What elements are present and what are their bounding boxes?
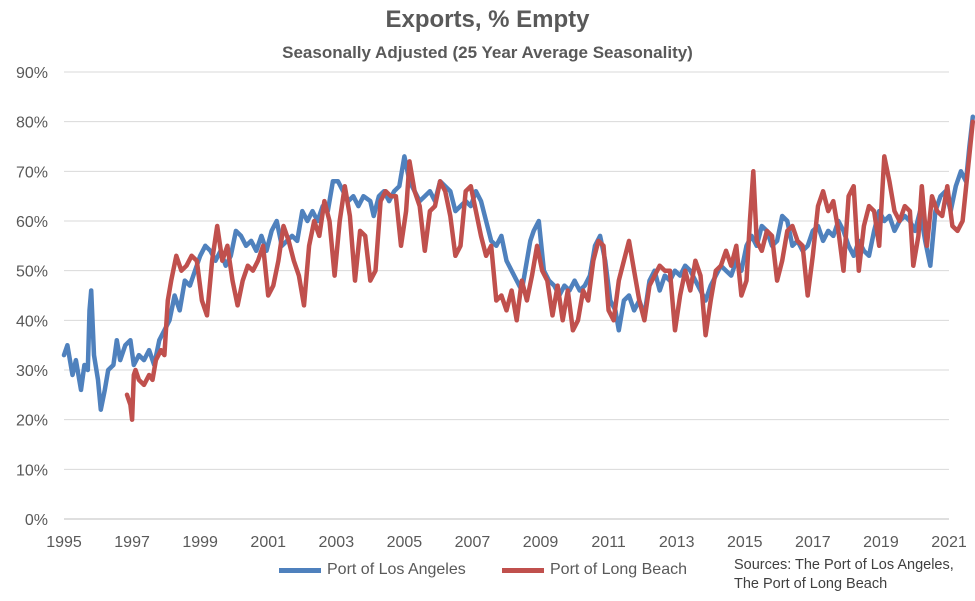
x-tick-label: 2007 — [455, 534, 491, 551]
source-line-1: Sources: The Port of Los Angeles, — [734, 557, 954, 573]
source-line-2: The Port of Long Beach — [734, 576, 888, 592]
legend-swatch-long-beach — [502, 567, 544, 573]
x-tick-label: 2013 — [659, 534, 695, 551]
legend-label-los-angeles: Port of Los Angeles — [327, 561, 466, 578]
x-tick-label: 2001 — [250, 534, 286, 551]
x-tick-label: 2003 — [319, 534, 355, 551]
series-line-los-angeles — [61, 114, 975, 412]
legend-swatch-los-angeles — [279, 567, 321, 573]
x-tick-label: 1999 — [182, 534, 218, 551]
y-tick-label: 40% — [16, 313, 48, 330]
y-tick-label: 80% — [16, 115, 48, 132]
y-tick-label: 20% — [16, 413, 48, 430]
legend-item-los-angeles: Port of Los Angeles — [279, 561, 466, 579]
y-tick-label: 70% — [16, 164, 48, 181]
y-tick-label: 30% — [16, 363, 48, 380]
x-tick-label: 2011 — [591, 534, 626, 551]
y-tick-label: 0% — [25, 512, 48, 529]
legend-item-long-beach: Port of Long Beach — [502, 561, 687, 579]
x-tick-label: 2005 — [387, 534, 423, 551]
y-tick-label: 10% — [16, 462, 48, 479]
x-tick-label: 2009 — [523, 534, 559, 551]
x-axis-ticks: 1995 1997 1999 2001 2003 2005 2007 2009 2011 2013… — [46, 534, 967, 551]
chart-subtitle: Seasonally Adjusted (25 Year Average Sea… — [282, 43, 693, 62]
x-tick-label: 2019 — [863, 534, 899, 551]
chart-title: Exports, % Empty — [385, 6, 590, 33]
gridlines — [64, 71, 949, 520]
x-tick-label: 2021 — [931, 534, 967, 551]
y-tick-label: 60% — [16, 214, 48, 231]
y-tick-label: 90% — [16, 65, 48, 82]
y-tick-label: 50% — [16, 264, 48, 281]
y-axis-ticks: 0% 10% 20% 30% 40% 50% 60% 70% 80% 90% — [16, 65, 48, 529]
x-tick-label: 1997 — [114, 534, 150, 551]
x-tick-label: 2015 — [727, 534, 763, 551]
x-tick-label: 1995 — [46, 534, 82, 551]
x-tick-label: 2017 — [795, 534, 831, 551]
legend-label-long-beach: Port of Long Beach — [550, 561, 687, 578]
source-note: Sources: The Port of Los Angeles, The Po… — [734, 556, 954, 594]
series-lines — [61, 114, 975, 422]
series-line-long-beach — [124, 119, 975, 422]
